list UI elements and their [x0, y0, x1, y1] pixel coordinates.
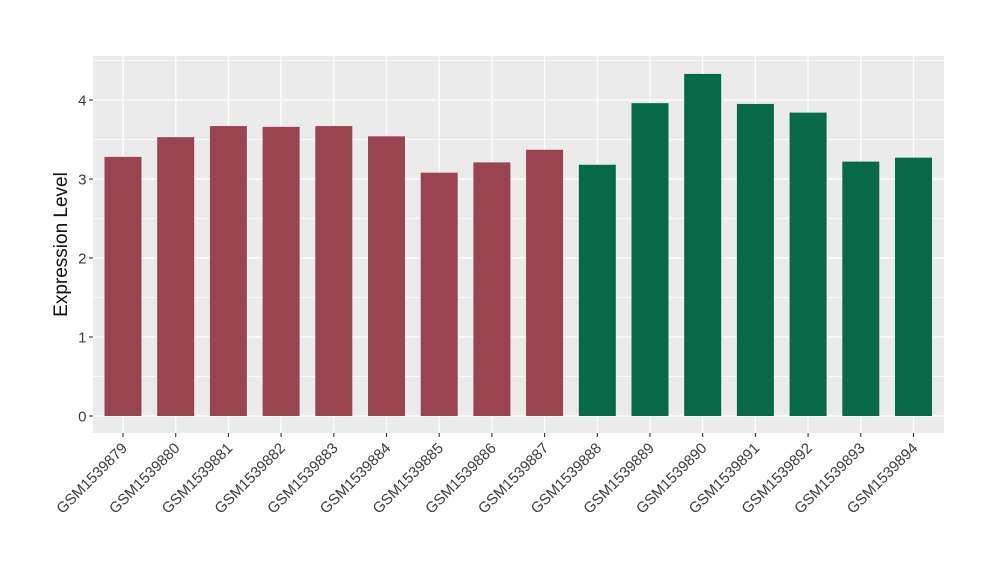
- bar-GSM1539881: [209, 126, 247, 416]
- bar-GSM1539886: [473, 162, 511, 416]
- bar-GSM1539884: [368, 136, 405, 416]
- bar-GSM1539893: [842, 161, 880, 416]
- bar-GSM1539888: [578, 164, 616, 416]
- bar-GSM1539883: [315, 126, 353, 416]
- bar-GSM1539882: [262, 126, 300, 417]
- y-axis-title: Expression Level: [51, 172, 72, 317]
- bar-GSM1539892: [789, 112, 827, 416]
- y-tick-label: 4: [78, 93, 86, 110]
- y-tick-label: 2: [78, 251, 86, 268]
- bar-GSM1539890: [684, 73, 722, 417]
- bar-GSM1539891: [736, 103, 774, 416]
- bar-GSM1539880: [157, 137, 195, 416]
- bar-GSM1539894: [895, 157, 932, 417]
- y-tick-label: 1: [78, 330, 86, 347]
- y-tick-label: 0: [78, 409, 86, 426]
- bar-GSM1539879: [104, 156, 142, 416]
- y-tick-label: 3: [78, 172, 86, 189]
- bar-GSM1539887: [526, 149, 564, 416]
- bar-GSM1539885: [420, 172, 458, 416]
- bar-GSM1539889: [631, 103, 669, 416]
